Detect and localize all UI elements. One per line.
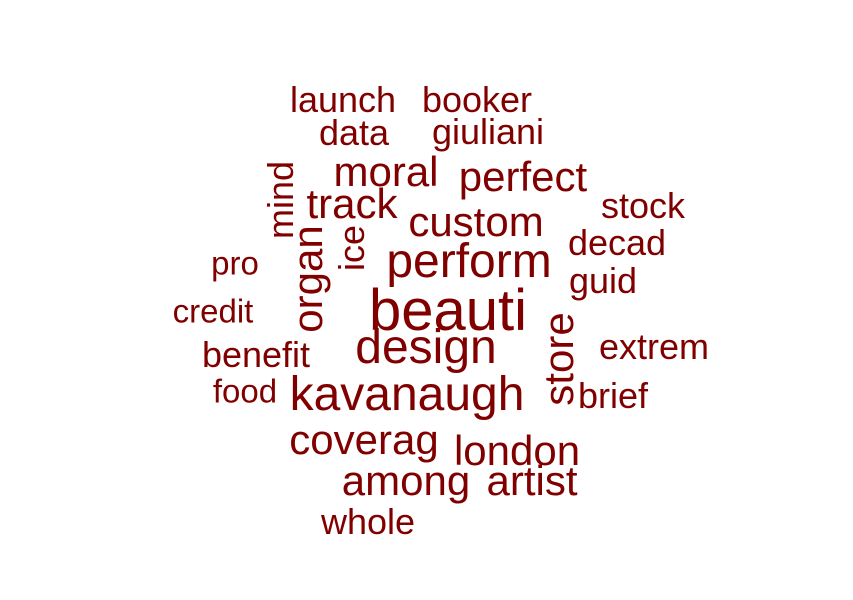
word-moral: moral <box>333 148 439 195</box>
word-artist: artist <box>486 457 578 504</box>
word-brief: brief <box>577 375 649 416</box>
word-custom: custom <box>408 198 544 245</box>
word-ice: ice <box>331 224 372 272</box>
word-coverag: coverag <box>289 416 439 463</box>
word-perform: perform <box>386 235 552 288</box>
word-design: design <box>355 321 497 374</box>
word-store: store <box>535 312 582 406</box>
word-benefit: benefit <box>201 334 311 375</box>
word-guid: guid <box>568 260 638 301</box>
word-perfect: perfect <box>458 153 588 200</box>
word-booker: booker <box>421 79 533 120</box>
word-food: food <box>212 372 278 410</box>
word-giuliani: giuliani <box>431 111 545 152</box>
word-launch: launch <box>289 79 397 120</box>
word-organ: organ <box>284 225 331 333</box>
word-whole: whole <box>320 501 416 542</box>
word-extrem: extrem <box>598 326 710 367</box>
word-kavanaugh: kavanaugh <box>289 368 525 421</box>
word-beauti: beauti <box>368 278 528 343</box>
word-track: track <box>306 180 398 227</box>
word-london: london <box>453 427 581 474</box>
word-among: among <box>341 457 471 504</box>
word-stock: stock <box>600 185 686 226</box>
word-decad: decad <box>567 222 667 263</box>
word-data: data <box>318 112 390 153</box>
word-pro: pro <box>211 244 259 282</box>
word-credit: credit <box>172 292 254 330</box>
